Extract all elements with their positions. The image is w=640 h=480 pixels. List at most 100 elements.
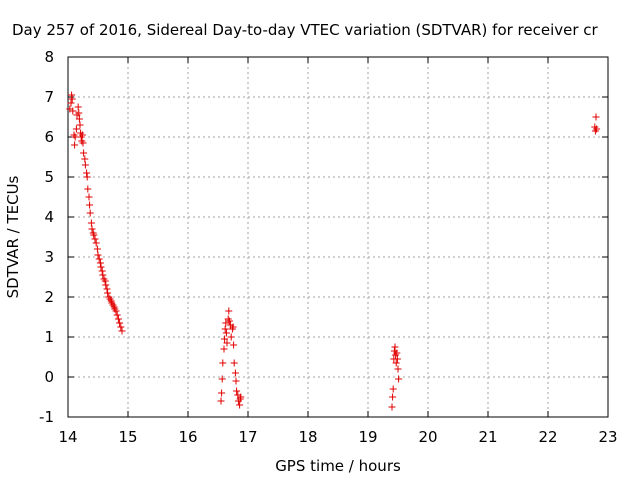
data-point: [71, 133, 79, 141]
data-point: [71, 141, 79, 149]
data-point: [76, 121, 84, 129]
data-point: [117, 323, 125, 331]
data-point: [68, 95, 76, 103]
x-tick-label: 14: [58, 428, 77, 446]
data-point: [218, 389, 226, 397]
data-point: [80, 149, 88, 157]
data-points: [66, 91, 601, 411]
data-point: [72, 125, 80, 133]
data-point: [233, 387, 241, 395]
data-point: [223, 339, 231, 347]
data-point: [88, 225, 96, 233]
data-point: [112, 307, 120, 315]
data-point: [219, 359, 227, 367]
plot-frame: [67, 56, 609, 418]
x-tick-label: 15: [118, 428, 137, 446]
data-point: [67, 99, 75, 107]
y-tick-label: 4: [44, 208, 54, 226]
data-point: [230, 359, 238, 367]
data-point: [96, 259, 104, 267]
data-point: [95, 255, 103, 263]
y-tick-label: 7: [44, 88, 54, 106]
y-axis-label: SDTVAR / TECUs: [4, 175, 22, 298]
data-point: [395, 375, 403, 383]
grid-lines: [68, 57, 608, 417]
data-point: [101, 277, 109, 285]
data-point: [232, 377, 240, 385]
data-point: [104, 289, 112, 297]
axis-ticks: [67, 56, 609, 418]
x-tick-label: 19: [358, 428, 377, 446]
data-point: [68, 91, 76, 99]
data-point: [222, 329, 230, 337]
data-point: [393, 355, 401, 363]
data-point: [98, 267, 106, 275]
data-point: [83, 173, 91, 181]
data-point: [220, 345, 228, 353]
data-point: [87, 219, 95, 227]
y-tick-labels: -1 0 1 2 3 4 5 6 7 8: [39, 48, 54, 426]
x-tick-label: 17: [238, 428, 257, 446]
data-point: [86, 201, 94, 209]
data-point: [222, 319, 230, 327]
data-point: [74, 103, 82, 111]
data-point: [217, 397, 225, 405]
data-point: [81, 161, 89, 169]
data-point: [389, 385, 397, 393]
data-point: [75, 109, 83, 117]
data-point: [69, 107, 77, 115]
y-tick-label: 6: [44, 128, 54, 146]
data-point: [227, 333, 235, 341]
data-point: [393, 349, 401, 357]
data-point: [79, 139, 87, 147]
data-point: [103, 285, 111, 293]
data-point: [592, 113, 600, 121]
chart-title: Day 257 of 2016, Sidereal Day-to-day VTE…: [12, 21, 599, 39]
data-point: [78, 131, 86, 139]
data-point: [229, 323, 237, 331]
data-point: [237, 393, 245, 401]
y-tick-label: 5: [44, 168, 54, 186]
data-point: [102, 281, 110, 289]
x-tick-label: 21: [478, 428, 497, 446]
data-point: [221, 325, 229, 333]
data-point: [93, 245, 101, 253]
y-tick-label: 1: [44, 328, 54, 346]
y-tick-label: 3: [44, 248, 54, 266]
data-point: [118, 327, 126, 335]
data-point: [389, 393, 397, 401]
data-point: [97, 263, 105, 271]
x-tick-labels: 14 15 16 17 18 19 20 21 22 23: [58, 428, 617, 446]
y-tick-label: -1: [39, 408, 54, 426]
data-point: [99, 271, 107, 279]
data-point: [92, 239, 100, 247]
data-point: [116, 319, 124, 327]
data-point: [391, 343, 399, 351]
data-point: [593, 125, 601, 133]
data-point: [75, 115, 83, 123]
data-point: [114, 315, 122, 323]
x-tick-label: 22: [538, 428, 557, 446]
x-tick-label: 23: [598, 428, 617, 446]
data-point: [218, 375, 226, 383]
x-axis-label: GPS time / hours: [275, 457, 401, 475]
y-tick-label: 0: [44, 368, 54, 386]
data-point: [90, 231, 98, 239]
data-point: [81, 155, 89, 163]
data-point: [91, 235, 99, 243]
data-point: [221, 335, 229, 343]
y-tick-label: 8: [44, 48, 54, 66]
data-point: [225, 317, 233, 325]
x-tick-label: 20: [418, 428, 437, 446]
data-point: [113, 311, 121, 319]
data-point: [225, 307, 233, 315]
data-point: [231, 369, 239, 377]
data-point: [394, 365, 402, 373]
x-tick-label: 18: [298, 428, 317, 446]
data-point: [230, 341, 238, 349]
data-point: [86, 209, 94, 217]
data-point: [94, 251, 102, 259]
x-tick-label: 16: [178, 428, 197, 446]
data-point: [236, 401, 244, 409]
